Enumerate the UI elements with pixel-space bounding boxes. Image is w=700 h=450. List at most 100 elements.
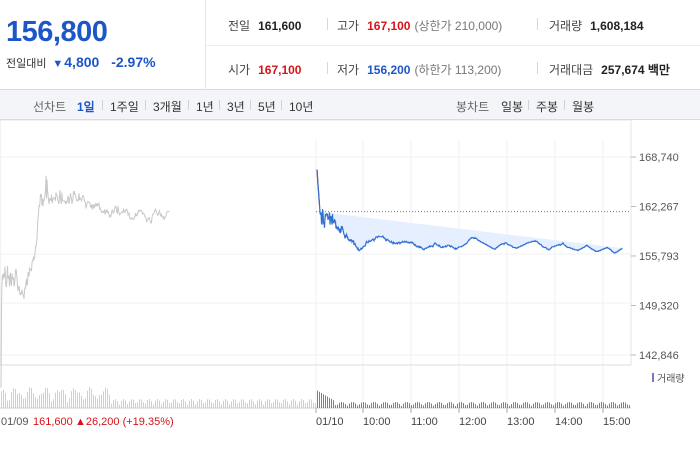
x-tick-label: 10:00 — [363, 416, 391, 428]
tab-monthly-candle[interactable]: 월봉 — [572, 100, 595, 114]
volume-bar — [153, 404, 154, 408]
tab-weekly-candle[interactable]: 주봉 — [536, 100, 559, 114]
volume-bar — [5, 393, 6, 408]
volume-bar — [313, 402, 314, 408]
volume-bar — [629, 405, 630, 408]
volume-bar — [351, 402, 352, 408]
stat-amount-value: 257,674 백만 — [601, 63, 670, 77]
y-axis-ticks: 168,740 162,267 155,793 149,320 142,846 — [631, 152, 679, 362]
volume-bar — [23, 398, 24, 408]
volume-bar — [257, 400, 258, 408]
volume-bar — [131, 399, 132, 408]
volume-bar — [45, 388, 46, 408]
volume-bar — [85, 398, 86, 408]
volume-bar — [117, 401, 118, 408]
volume-bar — [365, 402, 366, 408]
tab-1day[interactable]: 1일 — [77, 100, 95, 114]
stat-prev-value: 161,600 — [258, 19, 302, 33]
volume-bar — [575, 405, 576, 408]
volume-bar — [3, 389, 4, 408]
tab-10year[interactable]: 10년 — [289, 100, 314, 114]
prev-day-price-line — [0, 175, 170, 388]
volume-bar — [509, 405, 510, 408]
volume-bar — [159, 400, 160, 408]
volume-bar — [55, 392, 56, 408]
tab-3year[interactable]: 3년 — [227, 100, 245, 114]
volume-bar — [457, 403, 458, 408]
volume-bar — [301, 399, 302, 408]
stat-low-label: 저가 — [337, 63, 360, 77]
tab-1year[interactable]: 1년 — [196, 100, 214, 114]
volume-bar — [461, 402, 462, 408]
volume-bar — [353, 402, 354, 408]
volume-bar — [623, 402, 624, 408]
volume-bar — [17, 394, 18, 408]
volume-bar — [463, 403, 464, 408]
volume-bar — [199, 399, 200, 408]
divider — [564, 100, 565, 110]
volume-bar — [221, 404, 222, 408]
divider — [537, 18, 538, 30]
volume-bar — [565, 404, 566, 408]
volume-bar — [599, 402, 600, 408]
volume-bar — [581, 402, 582, 408]
volume-legend-swatch — [652, 373, 654, 382]
volume-bar — [93, 394, 94, 408]
divider — [219, 100, 220, 110]
tab-3month[interactable]: 3개월 — [153, 100, 182, 114]
divider — [250, 100, 251, 110]
tab-5year[interactable]: 5년 — [258, 100, 276, 114]
volume-bar — [69, 398, 70, 408]
volume-bar — [299, 401, 300, 408]
volume-bar — [555, 403, 556, 408]
volume-bar — [361, 402, 362, 408]
volume-bar — [531, 405, 532, 408]
x-axis-ticks: 01/10 10:00 11:00 12:00 13:00 14:00 15:00 — [315, 408, 631, 428]
stat-low-value: 156,200 — [367, 63, 411, 77]
volume-bar — [111, 403, 112, 408]
header-divider — [206, 45, 700, 46]
volume-bar — [115, 399, 116, 408]
volume-bar — [601, 402, 602, 408]
volume-bar — [345, 404, 346, 408]
volume-bar — [83, 399, 84, 408]
volume-bar — [561, 403, 562, 408]
volume-bar — [503, 402, 504, 408]
volume-bar — [619, 404, 620, 408]
volume-bar — [507, 403, 508, 408]
volume-bar — [141, 399, 142, 408]
tab-daily-candle[interactable]: 일봉 — [501, 100, 524, 114]
volume-bar — [625, 402, 626, 408]
volume-bar — [445, 405, 446, 408]
volume-bar — [437, 402, 438, 408]
stat-volume: 거래량 1,608,184 — [549, 17, 644, 34]
volume-bar — [41, 393, 42, 408]
volume-bar — [227, 400, 228, 408]
volume-bar — [171, 402, 172, 408]
volume-bar — [311, 399, 312, 408]
stat-open-label: 시가 — [228, 63, 251, 77]
volume-bar — [543, 404, 544, 408]
volume-bar — [433, 405, 434, 408]
volume-bar — [249, 399, 250, 408]
volume-bar — [275, 399, 276, 408]
volume-bar — [161, 404, 162, 408]
volume-bar — [411, 405, 412, 408]
volume-bar — [603, 402, 604, 408]
volume-bar — [447, 403, 448, 408]
volume-bar — [95, 396, 96, 408]
volume-bar — [35, 397, 36, 408]
volume-bar — [33, 393, 34, 408]
tab-1week[interactable]: 1주일 — [110, 100, 139, 114]
volume-bar — [477, 405, 478, 408]
volume-bar — [541, 405, 542, 408]
y-tick-label: 155,793 — [639, 251, 679, 263]
volume-bar — [239, 402, 240, 408]
volume-bar — [397, 402, 398, 408]
volume-bar — [61, 390, 62, 408]
volume-bar — [469, 402, 470, 408]
volume-bar — [481, 402, 482, 408]
divider — [188, 100, 189, 110]
volume-bar — [13, 388, 14, 408]
volume-bar — [333, 400, 334, 408]
